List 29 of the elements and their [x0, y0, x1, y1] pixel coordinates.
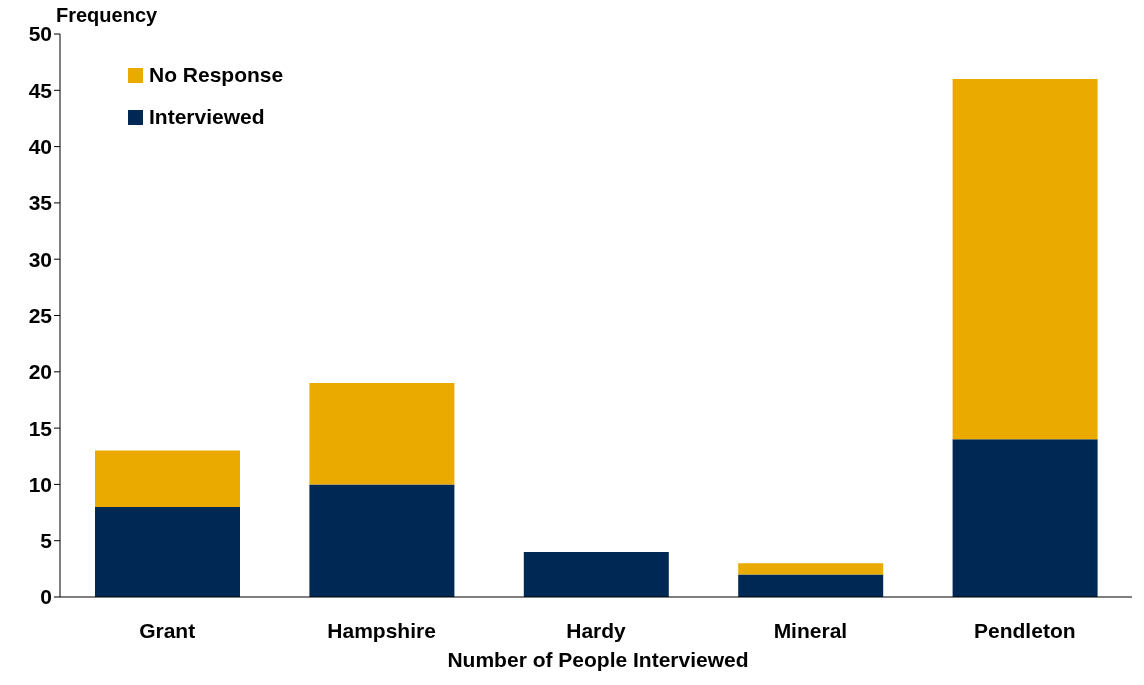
legend-label: Interviewed: [149, 105, 265, 129]
bar: [309, 484, 455, 597]
bar: [95, 506, 240, 597]
x-tick-label: Grant: [139, 618, 196, 642]
bar: [309, 383, 455, 485]
bar: [95, 450, 240, 507]
y-tick-label: 50: [28, 22, 52, 46]
y-tick-label: 40: [28, 135, 52, 159]
y-tick-label: 15: [28, 416, 53, 440]
x-axis-title: Number of People Interviewed: [446, 648, 750, 672]
legend-label: No Response: [149, 63, 284, 87]
x-tick-label: Hampshire: [327, 618, 436, 642]
y-axis-title: Frequency: [56, 4, 158, 27]
y-tick-label: 25: [28, 303, 53, 327]
bar: [952, 439, 1098, 597]
y-tick-label: 10: [28, 472, 52, 496]
y-tick-label: 5: [40, 529, 53, 553]
y-tick-label: 20: [28, 360, 52, 384]
bar: [523, 551, 669, 597]
y-tick-label: 35: [28, 191, 53, 215]
y-tick-label: 45: [28, 78, 53, 102]
y-tick-label: 0: [40, 585, 52, 609]
x-tick-label: Pendleton: [974, 618, 1076, 642]
x-tick-label: Hardy: [566, 618, 627, 642]
y-tick-label: 30: [28, 247, 52, 271]
bar: [738, 574, 884, 597]
bar: [738, 563, 884, 575]
x-tick-label: Mineral: [773, 618, 848, 642]
bar: [952, 79, 1098, 440]
